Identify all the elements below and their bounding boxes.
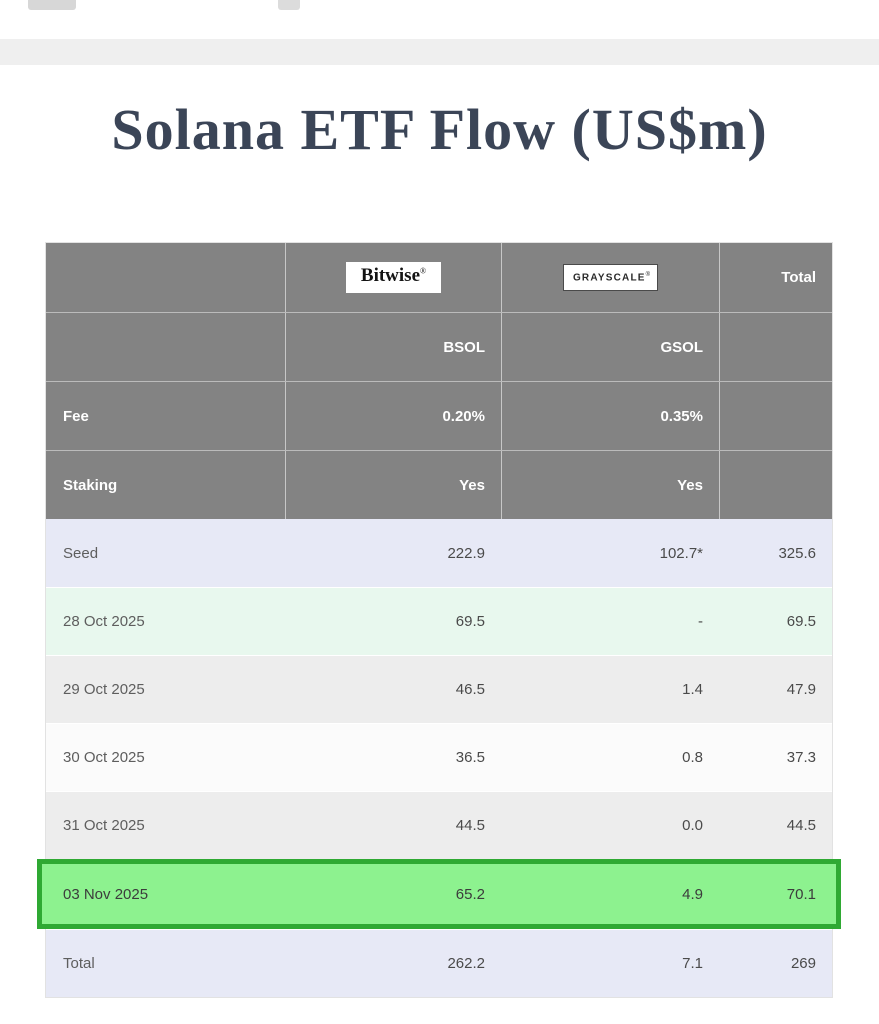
table-row-29-oct: 29 Oct 2025 46.5 1.4 47.9 bbox=[46, 655, 832, 723]
row-label: 28 Oct 2025 bbox=[63, 613, 145, 630]
total-column-header: Total bbox=[719, 243, 832, 312]
total-value: 47.9 bbox=[786, 681, 816, 698]
total-value: 70.1 bbox=[786, 885, 816, 903]
table-row-seed: Seed 222.9 102.7* 325.6 bbox=[46, 519, 832, 587]
total-value: 325.6 bbox=[778, 544, 816, 562]
header-empty-cell bbox=[46, 313, 285, 381]
cutoff-ui-fragments bbox=[0, 0, 879, 12]
bsol-ticker: BSOL bbox=[285, 313, 501, 381]
staking-label: Staking bbox=[63, 476, 118, 494]
row-label: 03 Nov 2025 bbox=[63, 885, 149, 903]
bsol-value: 262.2 bbox=[447, 955, 485, 972]
bsol-value: 36.5 bbox=[455, 749, 485, 766]
staking-bsol: Yes bbox=[285, 451, 501, 519]
table-header-fee-row: Fee 0.20% 0.35% bbox=[46, 381, 832, 450]
row-label: 30 Oct 2025 bbox=[63, 749, 145, 766]
bsol-value: 44.5 bbox=[455, 817, 485, 834]
table-row-28-oct: 28 Oct 2025 69.5 - 69.5 bbox=[46, 587, 832, 655]
gsol-value: 4.9 bbox=[682, 885, 703, 903]
staking-gsol: Yes bbox=[501, 451, 719, 519]
table-row-30-oct: 30 Oct 2025 36.5 0.8 37.3 bbox=[46, 723, 832, 791]
bsol-value: 222.9 bbox=[447, 544, 485, 562]
bsol-value: 46.5 bbox=[455, 681, 485, 698]
gsol-value: 7.1 bbox=[682, 955, 703, 972]
bitwise-trademark: ® bbox=[420, 266, 427, 276]
cutoff-fragment-mid bbox=[278, 0, 300, 10]
header-empty-cell bbox=[719, 382, 832, 450]
cutoff-fragment-left bbox=[28, 0, 76, 10]
row-label: 29 Oct 2025 bbox=[63, 681, 145, 698]
header-empty-cell bbox=[719, 313, 832, 381]
table-row-total: Total 262.2 7.1 269 bbox=[46, 929, 832, 997]
total-value: 37.3 bbox=[786, 749, 816, 766]
table-row-03-nov-highlighted: 03 Nov 2025 65.2 4.9 70.1 bbox=[37, 859, 841, 929]
bitwise-column-header: Bitwise® bbox=[285, 243, 501, 312]
row-label: Total bbox=[63, 955, 95, 972]
total-value: 269 bbox=[790, 955, 816, 972]
bitwise-logo-text: Bitwise bbox=[360, 265, 421, 287]
table-row-31-oct: 31 Oct 2025 44.5 0.0 44.5 bbox=[46, 791, 832, 859]
gsol-value: 1.4 bbox=[682, 681, 703, 698]
fee-bsol: 0.20% bbox=[285, 382, 501, 450]
header-empty-cell bbox=[46, 243, 285, 312]
page-title: Solana ETF Flow (US$m) bbox=[111, 97, 768, 162]
row-label: Seed bbox=[63, 544, 99, 562]
grayscale-logo-text: GRAYSCALE bbox=[572, 272, 646, 284]
gsol-value: - bbox=[698, 613, 703, 630]
row-label: 31 Oct 2025 bbox=[63, 817, 145, 834]
table-header-staking-row: Staking Yes Yes bbox=[46, 450, 832, 519]
bitwise-logo: Bitwise® bbox=[345, 262, 442, 293]
grayscale-column-header: GRAYSCALE® bbox=[501, 243, 719, 312]
etf-flow-table: Bitwise® GRAYSCALE® Total BSOL GSOL Fee … bbox=[37, 242, 841, 998]
bsol-value: 65.2 bbox=[455, 885, 485, 903]
fee-label: Fee bbox=[63, 407, 89, 425]
grayscale-trademark: ® bbox=[645, 271, 651, 278]
table-header-ticker-row: BSOL GSOL bbox=[46, 312, 832, 381]
total-value: 44.5 bbox=[786, 817, 816, 834]
gsol-ticker: GSOL bbox=[501, 313, 719, 381]
gsol-value: 0.8 bbox=[682, 749, 703, 766]
table-header-logo-row: Bitwise® GRAYSCALE® Total bbox=[46, 243, 832, 312]
gsol-value: 0.0 bbox=[682, 817, 703, 834]
gsol-value: 102.7* bbox=[659, 544, 703, 562]
fee-gsol: 0.35% bbox=[501, 382, 719, 450]
top-gray-band bbox=[0, 39, 879, 65]
grayscale-logo: GRAYSCALE® bbox=[562, 263, 659, 292]
header-empty-cell bbox=[719, 451, 832, 519]
total-value: 69.5 bbox=[786, 613, 816, 630]
bsol-value: 69.5 bbox=[455, 613, 485, 630]
